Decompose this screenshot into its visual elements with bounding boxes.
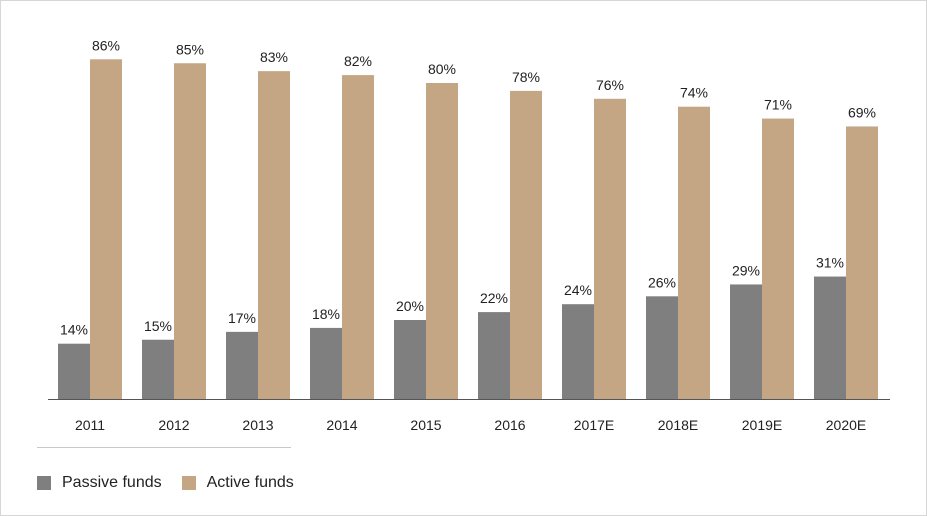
legend-swatch-passive	[37, 476, 51, 490]
category-label-2016: 2016	[494, 417, 525, 433]
bar-passive-2020E	[814, 276, 846, 399]
bar-active-2012	[174, 63, 206, 399]
value-label-active-2020E: 69%	[848, 104, 876, 120]
bar-active-2018E	[678, 106, 710, 399]
category-labels-layer: 2011 2012 2013 2014 2015 2016 2017E 2018E 2019E 2…	[75, 417, 866, 433]
category-label-2014: 2014	[326, 417, 357, 433]
bar-active-2015	[426, 83, 458, 399]
value-label-passive-2016: 22%	[480, 290, 508, 306]
value-label-active-2011: 86%	[92, 37, 120, 53]
bar-passive-2012	[142, 339, 174, 399]
value-label-active-2016: 78%	[512, 69, 540, 85]
value-label-passive-2017E: 24%	[564, 282, 592, 298]
bar-active-2019E	[762, 118, 794, 400]
bar-passive-2019E	[730, 284, 762, 399]
value-label-active-2014: 82%	[344, 53, 372, 69]
bar-active-2017E	[594, 98, 626, 400]
value-label-passive-2015: 20%	[396, 298, 424, 314]
value-label-passive-2019E: 29%	[732, 262, 760, 278]
legend-divider	[37, 447, 291, 448]
bar-active-2011	[90, 59, 122, 400]
bar-active-2016	[510, 90, 542, 400]
value-label-active-2018E: 74%	[680, 85, 708, 101]
bar-passive-2015	[394, 320, 426, 399]
category-label-2020E: 2020E	[826, 417, 866, 433]
category-label-2018E: 2018E	[658, 417, 698, 433]
bar-passive-2014	[310, 327, 342, 399]
category-label-2019E: 2019E	[742, 417, 782, 433]
value-label-active-2019E: 71%	[764, 97, 792, 113]
value-label-passive-2013: 17%	[228, 310, 256, 326]
bar-passive-2011	[58, 343, 90, 399]
value-label-passive-2020E: 31%	[816, 255, 844, 271]
category-label-2015: 2015	[410, 417, 441, 433]
value-labels-layer: 14% 86% 15% 85% 17% 83% 18% 82% 20% 80% 22% 78% 24% 7…	[60, 37, 876, 337]
category-label-2012: 2012	[158, 417, 189, 433]
bar-passive-2016	[478, 312, 510, 399]
value-label-passive-2011: 14%	[60, 322, 88, 338]
category-label-2011: 2011	[75, 417, 105, 433]
value-label-active-2017E: 76%	[596, 77, 624, 93]
value-label-passive-2018E: 26%	[648, 274, 676, 290]
bar-active-2014	[342, 75, 374, 399]
bar-active-2020E	[846, 126, 878, 399]
value-label-active-2013: 83%	[260, 49, 288, 65]
value-label-active-2015: 80%	[428, 61, 456, 77]
legend-item-passive: Passive funds	[37, 474, 162, 492]
bar-passive-2013	[226, 331, 258, 399]
bar-active-2013	[258, 71, 290, 400]
legend-label-active: Active funds	[206, 474, 294, 491]
bars-layer	[58, 59, 878, 400]
bar-passive-2017E	[562, 304, 594, 399]
legend-swatch-active	[181, 476, 196, 490]
legend: Passive funds Active funds	[37, 474, 314, 492]
legend-label-passive: Passive funds	[62, 474, 162, 491]
value-label-active-2012: 85%	[176, 41, 204, 57]
value-label-passive-2012: 15%	[144, 318, 172, 334]
legend-item-active: Active funds	[181, 474, 294, 492]
category-label-2017E: 2017E	[574, 417, 614, 433]
value-label-passive-2014: 18%	[312, 306, 340, 322]
category-label-2013: 2013	[242, 417, 273, 433]
bar-passive-2018E	[646, 296, 678, 399]
